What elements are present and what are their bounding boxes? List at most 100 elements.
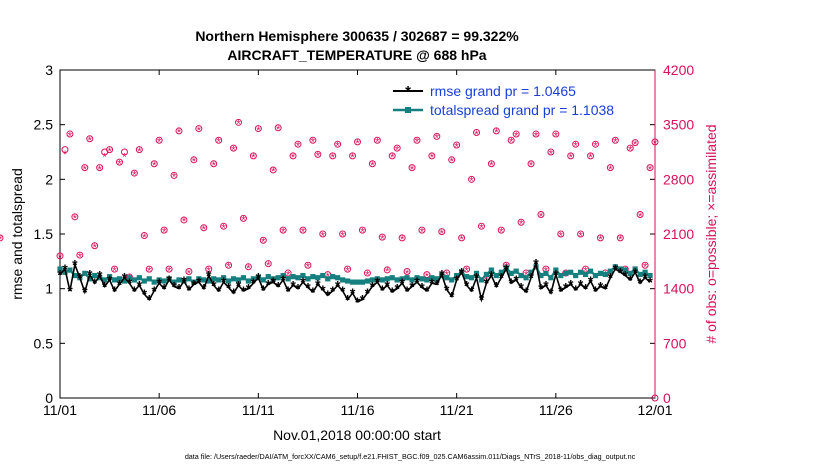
series-point: * — [67, 283, 73, 299]
obs-assimilated-point: * — [236, 119, 241, 131]
obs-assimilated-point: * — [137, 146, 142, 158]
obs-possible-point — [130, 169, 138, 177]
series-point — [528, 269, 534, 275]
obs-assimilated-point: * — [256, 125, 261, 137]
series-point — [315, 275, 321, 281]
series-point: * — [469, 283, 475, 299]
obs-possible-point — [309, 136, 317, 144]
obs-assimilated-point: * — [291, 152, 296, 164]
y-left-tick-label: 0.5 — [34, 335, 54, 351]
obs-assimilated-point: * — [281, 226, 286, 238]
obs-possible-point — [344, 265, 352, 273]
series-point — [325, 276, 331, 282]
series-point — [622, 267, 628, 273]
series-point — [126, 275, 133, 281]
series-point: * — [593, 283, 599, 299]
series-point — [587, 268, 594, 274]
series-point — [92, 272, 98, 279]
series-point — [141, 278, 147, 284]
obs-possible-point — [631, 139, 639, 147]
obs-possible-point — [274, 124, 282, 132]
series-point: * — [241, 283, 247, 299]
obs-assimilated-point: * — [385, 266, 390, 278]
obs-assimilated-point: * — [633, 139, 638, 151]
series-point: * — [127, 275, 133, 291]
obs-assimilated-point: * — [202, 224, 207, 236]
series-point: * — [444, 282, 450, 298]
series-point — [637, 271, 643, 278]
series-point: * — [191, 276, 197, 292]
series-point — [429, 275, 435, 281]
series-point — [290, 274, 296, 280]
series-point — [389, 275, 395, 281]
series-point — [354, 279, 361, 285]
series-point: * — [553, 266, 559, 282]
series-point: * — [573, 282, 579, 298]
series-point: * — [310, 284, 316, 300]
obs-assimilated-point: * — [207, 265, 212, 277]
series-point: * — [82, 284, 88, 300]
obs-assimilated-point: * — [167, 265, 172, 277]
series-point: * — [171, 278, 177, 294]
obs-possible-point — [463, 265, 471, 273]
x-axis: 11/01 11/06 11/11 11/16 11/21 11/26 12/01 — [43, 70, 673, 418]
obs-assimilated-point: * — [455, 141, 460, 153]
obs-assimilated-point: * — [231, 144, 236, 156]
series-point: * — [394, 281, 400, 297]
series-point — [216, 277, 222, 283]
series-point — [379, 277, 385, 283]
obs-possible-point — [235, 118, 242, 126]
obs-possible-point — [532, 130, 540, 138]
obs-possible-point — [408, 164, 416, 172]
chart-title-line1: Northern Hemisphere 300635 / 302687 = 99… — [195, 28, 519, 44]
series-point: * — [216, 283, 222, 299]
obs-assimilated-point: * — [554, 130, 559, 142]
y-left-tick-label: 3 — [45, 62, 53, 78]
series-point: * — [623, 268, 629, 284]
series-point: * — [454, 272, 460, 288]
obs-assimilated-point: * — [63, 149, 68, 161]
series-point: * — [404, 283, 410, 299]
series-point: * — [325, 287, 331, 303]
obs-assimilated-point: * — [241, 215, 246, 227]
series-point — [196, 276, 202, 282]
series-point — [305, 276, 311, 282]
obs-assimilated-point: * — [162, 226, 167, 238]
obs-possible-point — [185, 267, 193, 275]
obs-possible-point — [363, 269, 371, 277]
obs-assimilated-point: * — [93, 242, 98, 254]
series-point: * — [57, 266, 63, 282]
obs-assimilated-point: * — [226, 262, 231, 274]
obs-possible-point — [86, 135, 94, 143]
obs-possible-point — [398, 234, 406, 242]
series-point — [374, 276, 380, 282]
obs-assimilated-point: * — [117, 158, 122, 170]
obs-possible-point — [215, 136, 223, 144]
series-point: * — [77, 270, 83, 286]
series-point: * — [429, 275, 435, 291]
series-point: * — [434, 276, 440, 292]
series-point: * — [320, 282, 326, 298]
obs-possible-point — [606, 164, 614, 172]
series-point: * — [186, 282, 192, 298]
obs-possible-point — [61, 146, 69, 154]
series-point: * — [613, 261, 619, 277]
series-point: * — [107, 272, 113, 288]
series-point — [270, 276, 276, 282]
obs-assimilated-point: * — [618, 234, 623, 246]
series-point: * — [290, 277, 296, 293]
obs-assimilated-point: * — [420, 226, 425, 238]
series-point: * — [345, 292, 351, 308]
series-point — [280, 272, 286, 279]
series-point — [582, 271, 589, 278]
obs-assimilated-point: * — [425, 271, 430, 283]
series-point — [340, 277, 346, 283]
series-point: * — [637, 275, 643, 291]
series-point: * — [211, 277, 217, 293]
series-point: * — [246, 281, 252, 297]
series-point — [642, 269, 648, 275]
series-point — [518, 272, 524, 279]
obs-possible-point — [254, 125, 262, 133]
obs-assimilated-point: * — [266, 260, 271, 272]
